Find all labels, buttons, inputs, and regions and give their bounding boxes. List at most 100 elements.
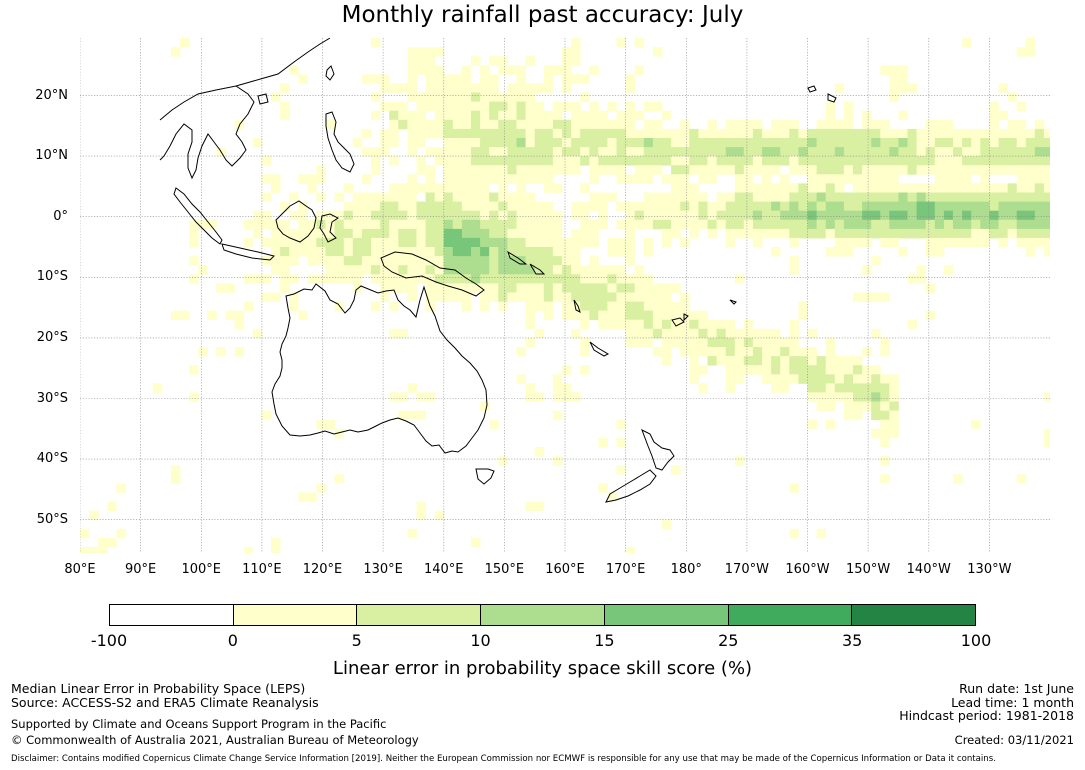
skill-cell xyxy=(507,237,517,248)
skill-cell xyxy=(725,192,736,202)
skill-cell xyxy=(598,310,608,321)
footer-hindcast: Hindcast period: 1981-2018 xyxy=(899,708,1074,723)
skill-cell xyxy=(389,219,399,230)
skill-cell xyxy=(434,283,445,293)
skill-cell xyxy=(498,174,508,184)
skill-cell xyxy=(752,228,763,239)
skill-cell xyxy=(471,537,481,548)
skill-cell xyxy=(662,356,672,366)
skill-cell xyxy=(461,101,472,112)
skill-cell xyxy=(443,247,454,257)
skill-cell xyxy=(180,310,190,321)
skill-cell xyxy=(407,256,417,266)
skill-cell xyxy=(634,110,645,121)
skill-cell xyxy=(461,247,472,257)
skill-cell xyxy=(552,138,563,148)
skill-cell xyxy=(189,237,199,248)
skill-cell xyxy=(971,138,981,148)
skill-cell xyxy=(480,274,490,284)
skill-cell xyxy=(1007,219,1018,230)
skill-cell xyxy=(771,219,781,230)
skill-cell xyxy=(280,247,290,257)
skill-cell xyxy=(498,256,508,266)
skill-cell xyxy=(543,283,554,293)
skill-cell xyxy=(1034,237,1045,248)
skill-cell xyxy=(534,237,545,248)
skill-cell xyxy=(1016,219,1027,230)
skill-cell xyxy=(816,183,827,193)
skill-cell xyxy=(516,165,526,175)
skill-cell xyxy=(798,147,808,157)
skill-cell xyxy=(498,165,508,175)
footer-method: Median Linear Error in Probability Space… xyxy=(11,681,306,696)
skill-cell xyxy=(343,183,354,193)
skill-cell xyxy=(425,219,436,230)
skill-cell xyxy=(616,174,626,184)
skill-cell xyxy=(507,228,517,239)
skill-cell xyxy=(643,128,654,139)
skill-cell xyxy=(152,383,163,393)
skill-cell xyxy=(689,192,699,202)
skill-cell xyxy=(352,228,363,239)
skill-cell xyxy=(880,219,890,230)
skill-cell xyxy=(716,147,727,157)
skill-cell xyxy=(543,310,554,321)
skill-cell xyxy=(1007,183,1018,193)
skill-cell xyxy=(780,219,790,230)
skill-cell xyxy=(534,247,545,257)
skill-cell xyxy=(798,128,808,139)
skill-cell xyxy=(834,192,845,202)
skill-cell xyxy=(562,301,572,312)
skill-cell xyxy=(934,228,945,239)
skill-cell xyxy=(525,119,536,130)
skill-cell xyxy=(498,128,508,139)
skill-cell xyxy=(607,147,617,157)
skill-cell xyxy=(698,201,708,212)
skill-cell xyxy=(325,228,335,239)
skill-cell xyxy=(480,292,490,302)
skill-cell xyxy=(853,410,863,421)
skill-cell xyxy=(734,138,745,148)
skill-cell xyxy=(452,101,463,112)
skill-cell xyxy=(571,165,581,175)
skill-cell xyxy=(716,156,727,166)
skill-cell xyxy=(571,56,581,66)
skill-cell xyxy=(880,183,890,193)
skill-cell xyxy=(671,128,681,139)
skill-cell xyxy=(416,265,426,275)
skill-cell xyxy=(1043,392,1050,402)
skill-cell xyxy=(898,128,908,139)
skill-cell xyxy=(443,119,454,130)
skill-cell xyxy=(525,83,536,93)
skill-cell xyxy=(380,256,390,266)
skill-cell xyxy=(898,74,908,84)
skill-cell xyxy=(452,147,463,157)
skill-cell xyxy=(398,83,408,93)
skill-cell xyxy=(671,201,681,212)
skill-cell xyxy=(971,128,981,139)
skill-cell xyxy=(434,74,445,84)
skill-cell xyxy=(589,101,599,112)
skill-cell xyxy=(816,228,827,239)
skill-cell xyxy=(889,92,899,102)
skill-cell xyxy=(671,283,681,293)
skill-cell xyxy=(571,237,581,248)
skill-cell xyxy=(853,147,863,157)
skill-cell xyxy=(789,483,799,493)
skill-cell xyxy=(707,119,717,130)
skill-cell xyxy=(461,119,472,130)
skill-cell xyxy=(907,228,917,239)
skill-cell xyxy=(862,201,872,212)
skill-cell xyxy=(925,210,936,221)
skill-cell xyxy=(280,265,290,275)
skill-cell xyxy=(671,465,681,475)
skill-cell xyxy=(580,138,590,148)
footer-support: Supported by Climate and Oceans Support … xyxy=(11,717,387,731)
skill-cell xyxy=(789,256,799,266)
skill-cell xyxy=(943,183,954,193)
skill-cell xyxy=(434,92,445,102)
skill-cell xyxy=(271,537,281,548)
skill-cell xyxy=(880,474,890,484)
skill-cell xyxy=(516,201,526,212)
skill-cell xyxy=(352,265,363,275)
